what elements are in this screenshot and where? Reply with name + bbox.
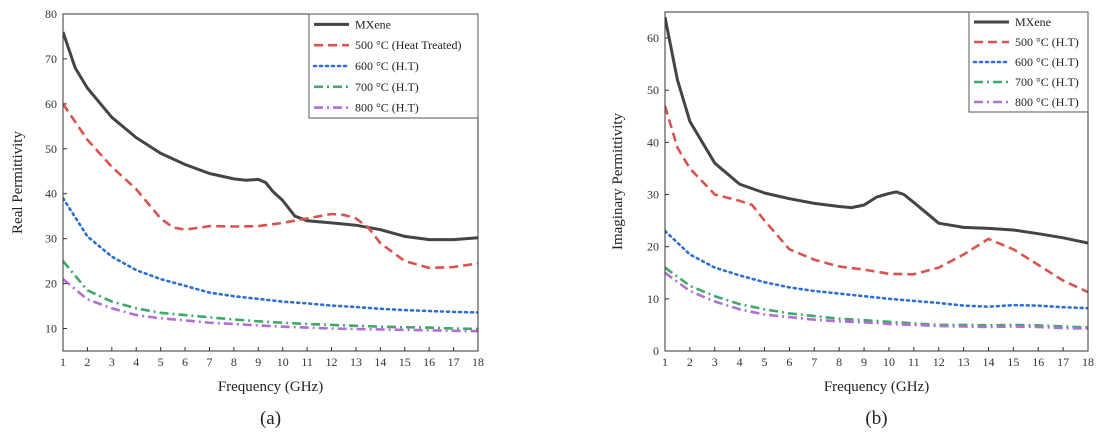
x-tick-label: 17	[448, 355, 460, 369]
series-line-1	[665, 105, 1088, 294]
x-tick-label: 2	[84, 355, 90, 369]
x-tick-label: 12	[326, 355, 338, 369]
x-tick-label: 7	[206, 355, 212, 369]
legend: MXene 500 °C (H.T) 600 °C (H.T) 700 °C (H.T…	[968, 11, 1089, 113]
x-tick-label: 18	[1082, 355, 1094, 369]
series-line-2	[63, 196, 478, 314]
legend-label: 600 °C (H.T)	[355, 59, 419, 73]
series-line-3	[665, 266, 1088, 329]
x-tick-label: 16	[1032, 355, 1044, 369]
legend-label: 600 °C (H.T)	[1015, 55, 1079, 69]
legend-label: 500 °C (Heat Treated)	[355, 38, 461, 52]
x-tick-label: 1	[662, 355, 668, 369]
x-tick-label: 9	[861, 355, 867, 369]
x-tick-label: 3	[109, 355, 115, 369]
series-line-4	[665, 271, 1088, 330]
x-tick-label: 12	[933, 355, 945, 369]
y-tick-label: 20	[647, 240, 659, 254]
x-tick-label: 4	[133, 355, 139, 369]
x-tick-label: 10	[883, 355, 895, 369]
x-tick-label: 11	[301, 355, 313, 369]
x-tick-label: 8	[836, 355, 842, 369]
x-tick-label: 1	[60, 355, 66, 369]
series-line-2	[665, 229, 1088, 310]
x-tick-label: 3	[712, 355, 718, 369]
x-tick-label: 13	[958, 355, 970, 369]
y-tick-label: 70	[45, 52, 57, 66]
x-tick-label: 18	[472, 355, 484, 369]
series-line-0	[665, 16, 1088, 245]
x-tick-label: 5	[158, 355, 164, 369]
x-tick-label: 8	[231, 355, 237, 369]
x-tick-label: 15	[1007, 355, 1019, 369]
y-tick-label: 40	[45, 187, 57, 201]
x-tick-label: 11	[908, 355, 920, 369]
y-tick-label: 30	[647, 188, 659, 202]
legend: MXene 500 °C (Heat Treated) 600 °C (H.T) 70…	[308, 13, 479, 119]
legend-label: 800 °C (H.T)	[1015, 95, 1079, 109]
series-line-1	[63, 103, 478, 270]
series-line-3	[63, 260, 478, 331]
legend-label: 700 °C (H.T)	[1015, 75, 1079, 89]
x-tick-label: 2	[687, 355, 693, 369]
y-tick-label: 60	[647, 31, 659, 45]
y-axis-label: Real Permittivity	[10, 131, 26, 234]
legend-label: 800 °C (H.T)	[355, 101, 419, 115]
y-tick-label: 50	[647, 83, 659, 97]
panel-caption: (b)	[865, 408, 887, 429]
x-tick-label: 14	[374, 355, 386, 369]
x-tick-label: 14	[982, 355, 994, 369]
y-tick-label: 0	[653, 344, 659, 358]
plot-frame	[664, 11, 1089, 352]
chart-b: 1 2 3 4 5 6 7 8 9 10 11 12 13 14 15 16 17 180102030405060…	[610, 11, 1094, 429]
y-tick-label: 40	[647, 135, 659, 149]
x-tick-label: 7	[811, 355, 817, 369]
series-line-4	[63, 278, 478, 333]
chart-a: 1 2 3 4 5 6 7 8 9 10 11 12 13 14 15 16 17 181020304050607…	[10, 7, 484, 429]
legend-label: 500 °C (H.T)	[1015, 35, 1079, 49]
legend-label: 700 °C (H.T)	[355, 80, 419, 94]
x-tick-label: 15	[399, 355, 411, 369]
x-tick-label: 4	[737, 355, 743, 369]
plot-frame	[62, 13, 479, 352]
series-line-0	[63, 31, 478, 242]
x-tick-label: 5	[762, 355, 768, 369]
x-tick-label: 6	[182, 355, 188, 369]
y-tick-label: 50	[45, 142, 57, 156]
x-axis-label: Frequency (GHz)	[824, 379, 929, 395]
x-tick-label: 9	[255, 355, 261, 369]
x-tick-label: 13	[350, 355, 362, 369]
y-tick-label: 60	[45, 97, 57, 111]
legend-label: MXene	[355, 17, 391, 31]
y-axis-label: Imaginary Permittivity	[610, 112, 626, 250]
y-tick-label: 80	[45, 7, 57, 21]
y-tick-label: 10	[647, 292, 659, 306]
panel-caption: (a)	[260, 408, 281, 429]
legend-label: MXene	[1015, 15, 1051, 29]
x-axis-label: Frequency (GHz)	[218, 379, 323, 395]
y-tick-label: 10	[45, 322, 57, 336]
x-tick-label: 17	[1057, 355, 1069, 369]
x-tick-label: 6	[786, 355, 792, 369]
y-tick-label: 20	[45, 277, 57, 291]
x-tick-label: 10	[277, 355, 289, 369]
y-tick-label: 30	[45, 232, 57, 246]
x-tick-label: 16	[423, 355, 435, 369]
